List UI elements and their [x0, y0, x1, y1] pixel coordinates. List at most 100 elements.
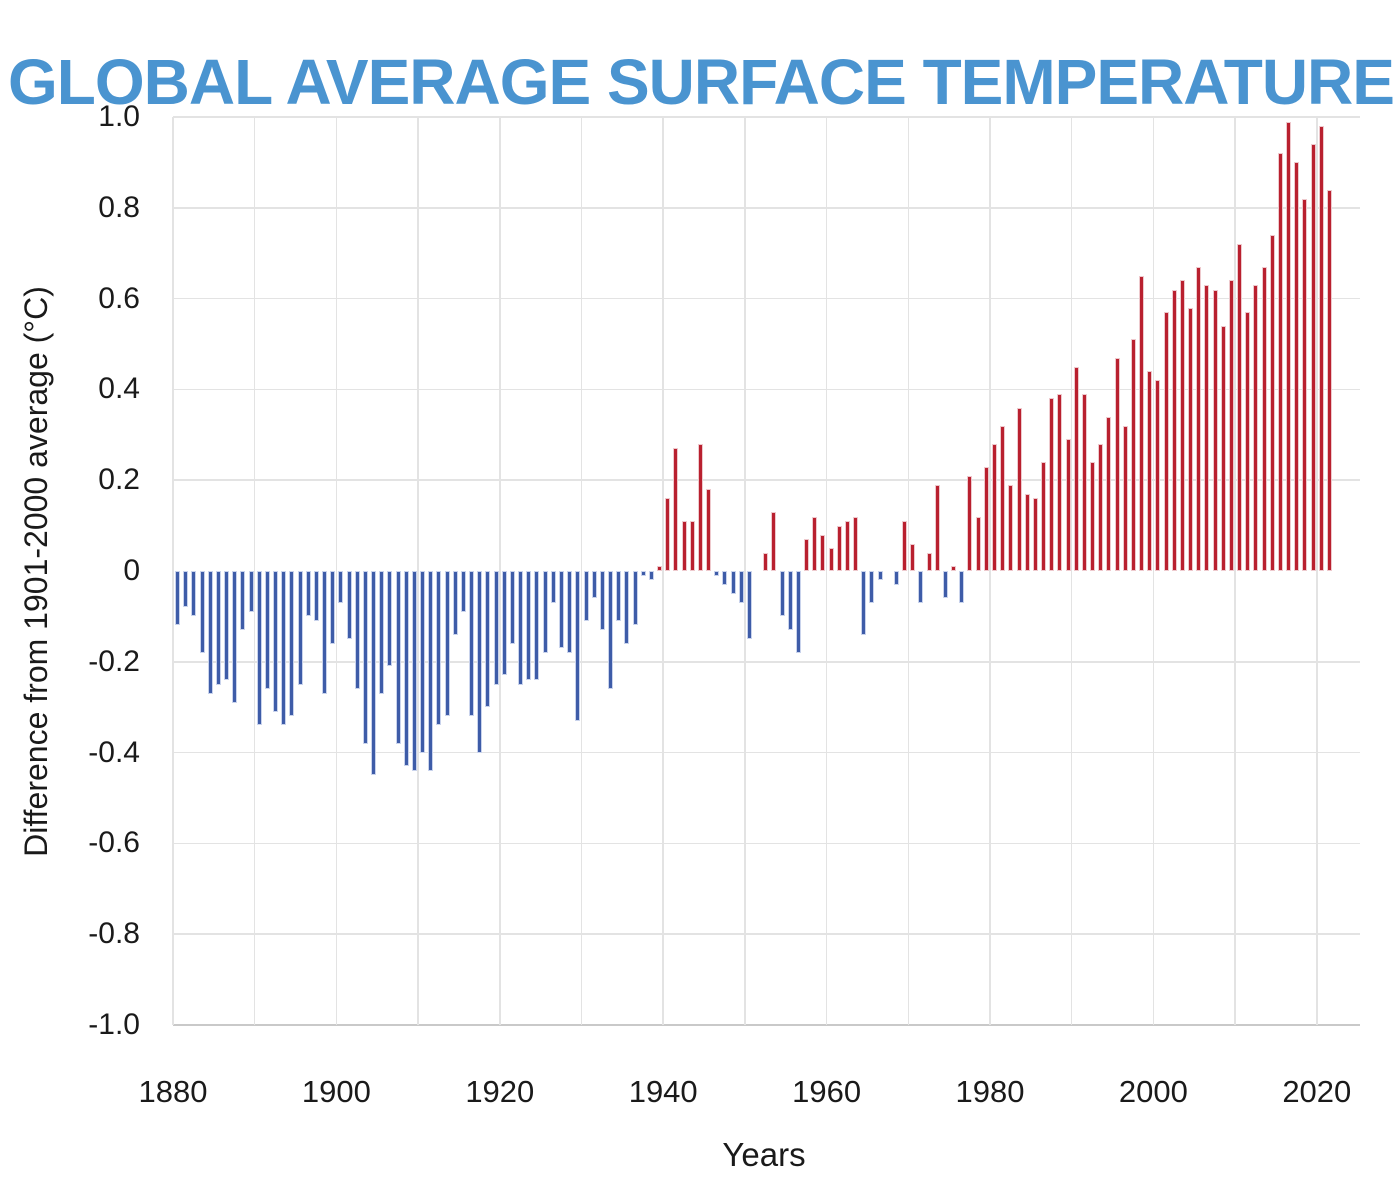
bar-1909 — [411, 571, 417, 771]
bar-1972 — [926, 552, 932, 571]
bar-1886 — [224, 571, 230, 680]
bar-1935 — [624, 571, 630, 644]
y-tick-label: 0.6 — [98, 281, 140, 315]
y-tick-label: 0.2 — [98, 463, 140, 497]
bar-1899 — [330, 571, 336, 644]
v-gridline — [172, 117, 174, 1025]
bar-1997 — [1130, 339, 1136, 571]
bar-1950 — [746, 571, 752, 640]
h-gridline — [173, 751, 1360, 754]
bar-1889 — [248, 571, 254, 612]
v-gridline — [499, 117, 501, 1025]
x-tick-label: 1980 — [955, 1074, 1025, 1109]
bar-1917 — [477, 571, 483, 753]
bar-1928 — [567, 571, 573, 653]
bar-1959 — [820, 534, 826, 571]
h-gridline — [173, 297, 1360, 300]
y-tick-label: -0.8 — [88, 917, 140, 951]
bar-1894 — [289, 571, 295, 717]
h-gridline — [173, 479, 1360, 481]
bar-1980 — [992, 443, 997, 571]
v-gridline — [1070, 117, 1073, 1025]
bar-1901 — [346, 571, 352, 640]
bar-1927 — [558, 571, 564, 649]
bar-1884 — [207, 571, 213, 694]
bar-2012 — [1253, 284, 1259, 571]
bar-1960 — [828, 548, 834, 571]
bar-1903 — [362, 571, 368, 744]
bar-2018 — [1302, 198, 1308, 571]
bar-1880 — [175, 571, 180, 626]
bar-1923 — [526, 571, 532, 680]
x-axis-title: Years — [722, 1136, 806, 1173]
bar-1922 — [518, 571, 524, 685]
bar-1926 — [550, 571, 556, 603]
bar-1906 — [387, 571, 393, 667]
bar-1912 — [436, 571, 442, 726]
bar-2005 — [1196, 266, 1202, 571]
bar-1896 — [305, 571, 311, 617]
bar-2016 — [1286, 121, 1292, 571]
bar-1881 — [183, 571, 189, 608]
bar-1948 — [730, 571, 736, 594]
bar-1941 — [673, 448, 679, 571]
x-tick-label: 2000 — [1118, 1074, 1188, 1109]
bar-1983 — [1016, 407, 1022, 571]
y-tick-label: 1.0 — [98, 100, 140, 133]
bar-1998 — [1139, 275, 1145, 571]
bar-2002 — [1171, 289, 1177, 571]
v-gridline — [253, 117, 256, 1025]
h-gridline — [173, 1024, 1360, 1027]
bar-2011 — [1245, 312, 1251, 571]
bar-1968 — [893, 571, 899, 585]
bar-1895 — [297, 571, 303, 685]
bar-2000 — [1155, 380, 1161, 571]
bar-1954 — [779, 571, 785, 617]
bar-1999 — [1147, 371, 1153, 571]
bar-1963 — [853, 516, 859, 571]
bar-1986 — [1041, 462, 1047, 571]
bar-1924 — [534, 571, 540, 680]
y-tick-label: -1.0 — [88, 1008, 140, 1041]
bar-1985 — [1032, 498, 1038, 571]
bar-2001 — [1163, 312, 1169, 571]
bar-1978 — [975, 516, 981, 571]
y-tick-label: 0.8 — [98, 190, 140, 224]
bar-1892 — [273, 571, 279, 712]
bar-1945 — [706, 489, 712, 571]
x-tick-label: 1960 — [792, 1074, 862, 1109]
bar-1961 — [836, 525, 842, 571]
bar-1971 — [918, 571, 924, 603]
bar-1908 — [403, 571, 409, 767]
bar-2021 — [1326, 189, 1332, 571]
bar-1900 — [338, 571, 344, 603]
bar-1952 — [763, 552, 769, 571]
bar-1987 — [1049, 398, 1055, 571]
v-gridline — [417, 117, 419, 1025]
bar-1943 — [689, 521, 695, 571]
x-tick-label: 1920 — [465, 1074, 535, 1109]
h-gridline — [173, 842, 1360, 845]
bar-1914 — [452, 571, 458, 635]
bar-1932 — [599, 571, 605, 631]
y-tick-label: -0.6 — [88, 826, 140, 860]
bar-1891 — [264, 571, 270, 690]
bar-1921 — [509, 571, 515, 644]
bar-1940 — [665, 498, 671, 571]
bar-2007 — [1212, 289, 1218, 571]
x-tick-label: 1880 — [138, 1074, 208, 1109]
bar-1956 — [795, 571, 801, 653]
y-tick-label: -0.2 — [88, 644, 140, 678]
bar-2015 — [1277, 153, 1283, 571]
bar-1934 — [616, 571, 622, 621]
bar-1913 — [444, 571, 450, 717]
bar-1946 — [714, 571, 720, 576]
bar-2003 — [1179, 280, 1185, 571]
bar-1944 — [697, 443, 703, 571]
y-tick-label: -0.4 — [88, 735, 140, 769]
bar-1904 — [371, 571, 377, 776]
bar-1911 — [428, 571, 434, 771]
v-gridline — [989, 117, 991, 1025]
bar-2013 — [1261, 266, 1267, 571]
h-gridline — [173, 388, 1360, 391]
